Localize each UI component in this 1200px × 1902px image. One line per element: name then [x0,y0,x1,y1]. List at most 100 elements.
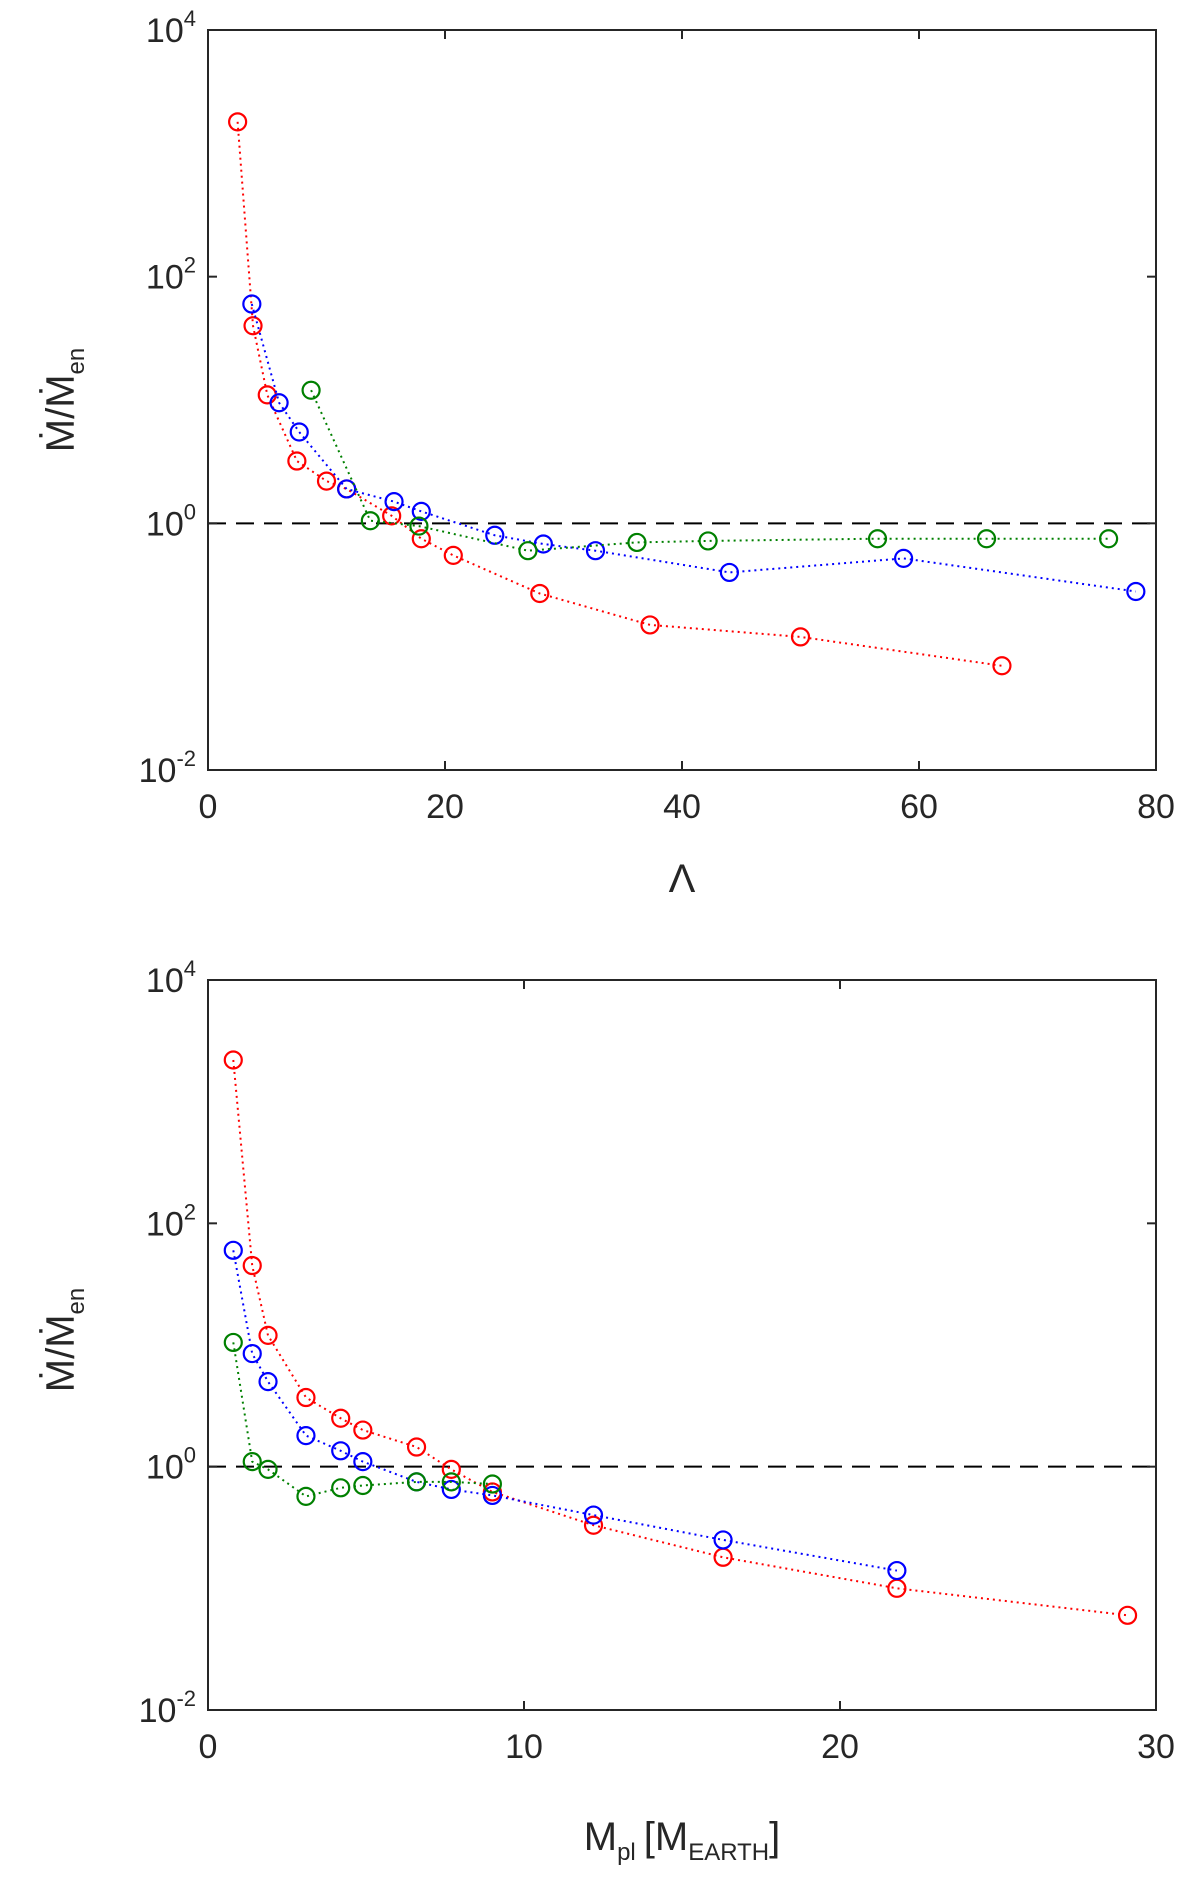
data-point-red [790,627,811,647]
data-point-red [243,316,263,336]
plot-area [207,29,1157,771]
data-point-red [530,583,550,604]
data-point-red [258,1325,278,1345]
data-point-red [441,1459,461,1479]
data-point-blue [331,1441,351,1461]
data-point-red [287,451,307,471]
data-point-red [296,1387,316,1408]
y-tick-label: 100 [146,499,196,543]
data-point-red [331,1408,351,1428]
y-axis-title-main: Ṁ/Ṁ [38,1314,83,1392]
x-axis-title-main: M [584,1815,617,1859]
y-axis-title: Ṁ/Ṁen [38,348,90,452]
data-point-blue [242,1343,262,1364]
data-point-red [223,1050,243,1070]
data-point-green [482,1474,502,1494]
series-line-blue [250,303,1137,593]
data-point-green [518,541,538,561]
x-tick-label: 20 [426,788,464,826]
chart-marks [208,112,1156,676]
axis-ticks: 0 20 40 60 80 10-2 100 102 104 [139,6,1175,826]
series-line-green [232,1342,493,1498]
data-point-red [1117,1605,1138,1625]
data-point-blue [269,393,289,413]
data-point-green [242,1452,262,1472]
data-point-blue [242,294,262,314]
plot-area [207,979,1157,1711]
data-point-blue [384,492,404,512]
data-point-red [583,1515,604,1535]
y-axis-title-sub: en [63,1288,90,1315]
x-axis-title-mid: [M [644,1815,688,1859]
data-point-blue [713,1530,733,1550]
chart-lambda: 0 20 40 60 80 10-2 100 102 104 Λ Ṁ/Ṁen [38,6,1175,901]
y-tick-label: 10-2 [139,746,196,790]
x-tick-label: 20 [821,1728,859,1766]
x-tick-label: 40 [663,788,701,826]
data-point-blue [533,534,553,554]
data-point-blue [353,1452,373,1472]
data-point-red [443,545,463,565]
series-line-red [236,121,1003,667]
x-tick-label: 0 [199,1728,218,1766]
y-axis-title: Ṁ/Ṁen [38,1288,90,1392]
y-tick-label: 102 [146,253,196,297]
data-point-blue [289,422,309,442]
data-point-green [1098,529,1119,549]
data-point-green [406,1472,427,1492]
x-axis-title: Mpl [MEARTH] [584,1815,780,1866]
data-point-green [867,529,888,549]
x-tick-label: 60 [900,788,938,826]
chart-planet-mass: 0 10 20 30 10-2 100 102 104 Mpl [MEARTH] Ṁ/Ṁen [38,956,1175,1866]
series-line-green [310,389,1109,552]
data-point-red [228,112,248,132]
data-point-green [296,1486,316,1506]
x-axis-title-sub: pl [617,1839,636,1866]
data-point-blue [585,541,606,561]
data-point-green [301,380,321,400]
data-point-red [406,1437,427,1457]
data-point-green [258,1459,278,1479]
data-point-green [409,516,429,536]
x-tick-label: 30 [1137,1728,1175,1766]
data-point-green [976,529,997,549]
y-tick-label: 100 [146,1443,196,1487]
x-axis-title-end: ] [769,1815,780,1859]
x-tick-label: 80 [1137,788,1175,826]
x-axis-title: Λ [669,857,696,901]
x-axis-title-sub2: EARTH [688,1839,769,1866]
data-point-red [242,1255,262,1276]
data-point-blue [296,1426,316,1446]
chart-marks [208,1050,1156,1625]
y-tick-label: 104 [146,956,196,1000]
axis-ticks: 0 10 20 30 10-2 100 102 104 [139,956,1175,1766]
data-point-blue [258,1372,278,1392]
svg-text:Ṁ/Ṁen: Ṁ/Ṁen [38,348,90,452]
data-point-blue [887,1560,907,1581]
data-point-green [441,1472,461,1492]
y-axis-title-sub: en [63,348,90,375]
series-line-blue [232,1250,898,1572]
data-point-blue [1126,581,1146,602]
x-tick-label: 0 [199,788,218,826]
data-point-green [698,531,718,551]
data-point-blue [719,562,740,583]
data-point-red [382,506,402,526]
data-point-green [353,1475,373,1496]
data-point-red [992,656,1012,676]
data-point-red [411,529,431,549]
svg-text:Ṁ/Ṁen: Ṁ/Ṁen [38,1288,90,1392]
y-tick-label: 104 [146,6,196,50]
y-axis-title-main: Ṁ/Ṁ [38,374,83,452]
data-point-green [627,532,647,553]
y-tick-label: 102 [146,1199,196,1243]
data-point-blue [583,1505,604,1525]
data-point-red [640,615,660,635]
data-point-blue [223,1240,243,1260]
data-point-red [353,1420,373,1440]
data-point-blue [893,548,914,568]
y-tick-label: 10-2 [139,1686,196,1730]
data-point-red [316,471,337,491]
data-point-green [223,1332,243,1353]
